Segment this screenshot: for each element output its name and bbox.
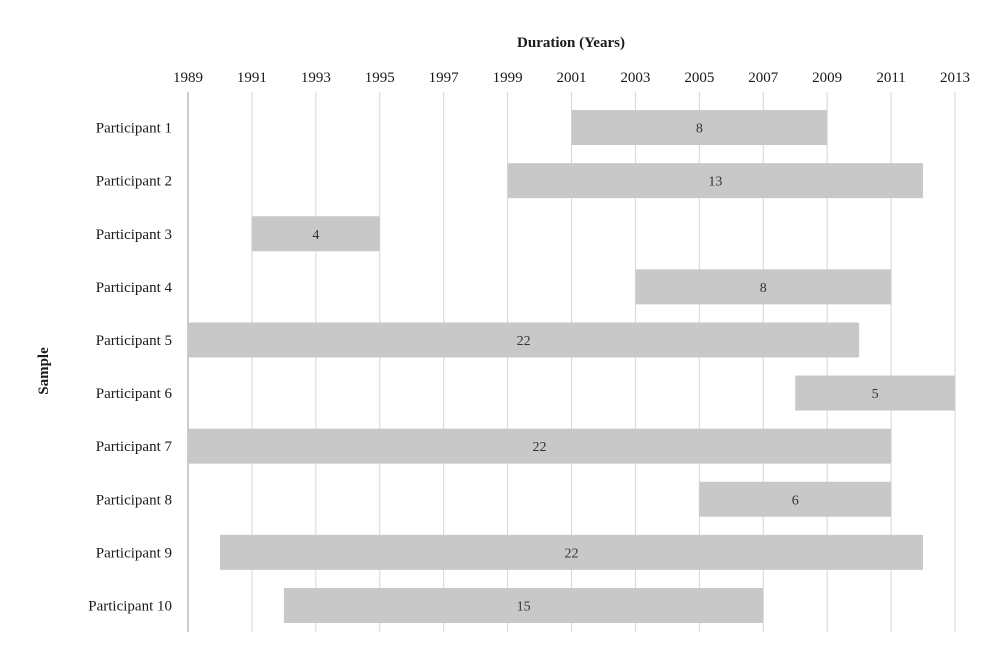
x-tick-label: 2011: [876, 70, 905, 86]
x-tick-label: 2003: [620, 70, 650, 86]
bar: [251, 216, 380, 252]
bar-value-label: 22: [533, 440, 547, 455]
category-label: Participant 10: [88, 598, 172, 614]
bar-value-label: 22: [517, 334, 531, 349]
x-tick-label: 1995: [365, 70, 395, 86]
bar: [795, 375, 955, 411]
bar: [219, 534, 924, 570]
bar: [571, 110, 828, 146]
x-tick-label: 2001: [557, 70, 587, 86]
bar-value-label: 6: [792, 493, 799, 508]
bar: [188, 322, 860, 358]
bar-value-label: 8: [696, 122, 703, 137]
category-label: Participant 8: [96, 492, 172, 508]
category-label: Participant 2: [96, 174, 172, 190]
bar: [507, 163, 924, 199]
bar-labels: 8 13 4 8 22 5 22 6 22 15: [312, 122, 878, 615]
x-tick-label: 2007: [748, 70, 779, 86]
y-axis-categories: Participant 1 Participant 2 Participant 3 P…: [88, 121, 172, 615]
bar: [283, 587, 764, 623]
x-axis-ticks: 1989 1991 1993 1995 1997 1999 2001 2003 2005 2007…: [173, 70, 970, 86]
category-label: Participant 5: [96, 333, 172, 349]
bar-value-label: 8: [760, 281, 767, 296]
bar: [188, 428, 892, 464]
y-axis-title: Sample: [36, 347, 52, 395]
x-axis-title: Duration (Years): [517, 35, 625, 51]
bar-value-label: 13: [708, 175, 722, 190]
bar: [635, 269, 892, 305]
category-label: Participant 1: [96, 121, 172, 137]
x-tick-label: 1993: [301, 70, 331, 86]
category-label: Participant 4: [96, 280, 173, 296]
bar: [699, 481, 892, 517]
bar-value-label: 4: [312, 228, 319, 243]
bar-value-label: 22: [565, 546, 579, 561]
x-tick-label: 1999: [493, 70, 523, 86]
category-label: Participant 6: [96, 386, 173, 402]
bar-value-label: 5: [872, 387, 879, 402]
x-tick-label: 1997: [429, 70, 460, 86]
x-tick-label: 2009: [812, 70, 842, 86]
x-tick-label: 1991: [237, 70, 267, 86]
category-label: Participant 9: [96, 545, 172, 561]
x-tick-label: 2005: [684, 70, 714, 86]
category-label: Participant 7: [96, 439, 173, 455]
x-tick-label: 2013: [940, 70, 970, 86]
bar-value-label: 15: [517, 599, 531, 614]
bars: [188, 110, 955, 623]
x-tick-label: 1989: [173, 70, 203, 86]
category-label: Participant 3: [96, 227, 172, 243]
